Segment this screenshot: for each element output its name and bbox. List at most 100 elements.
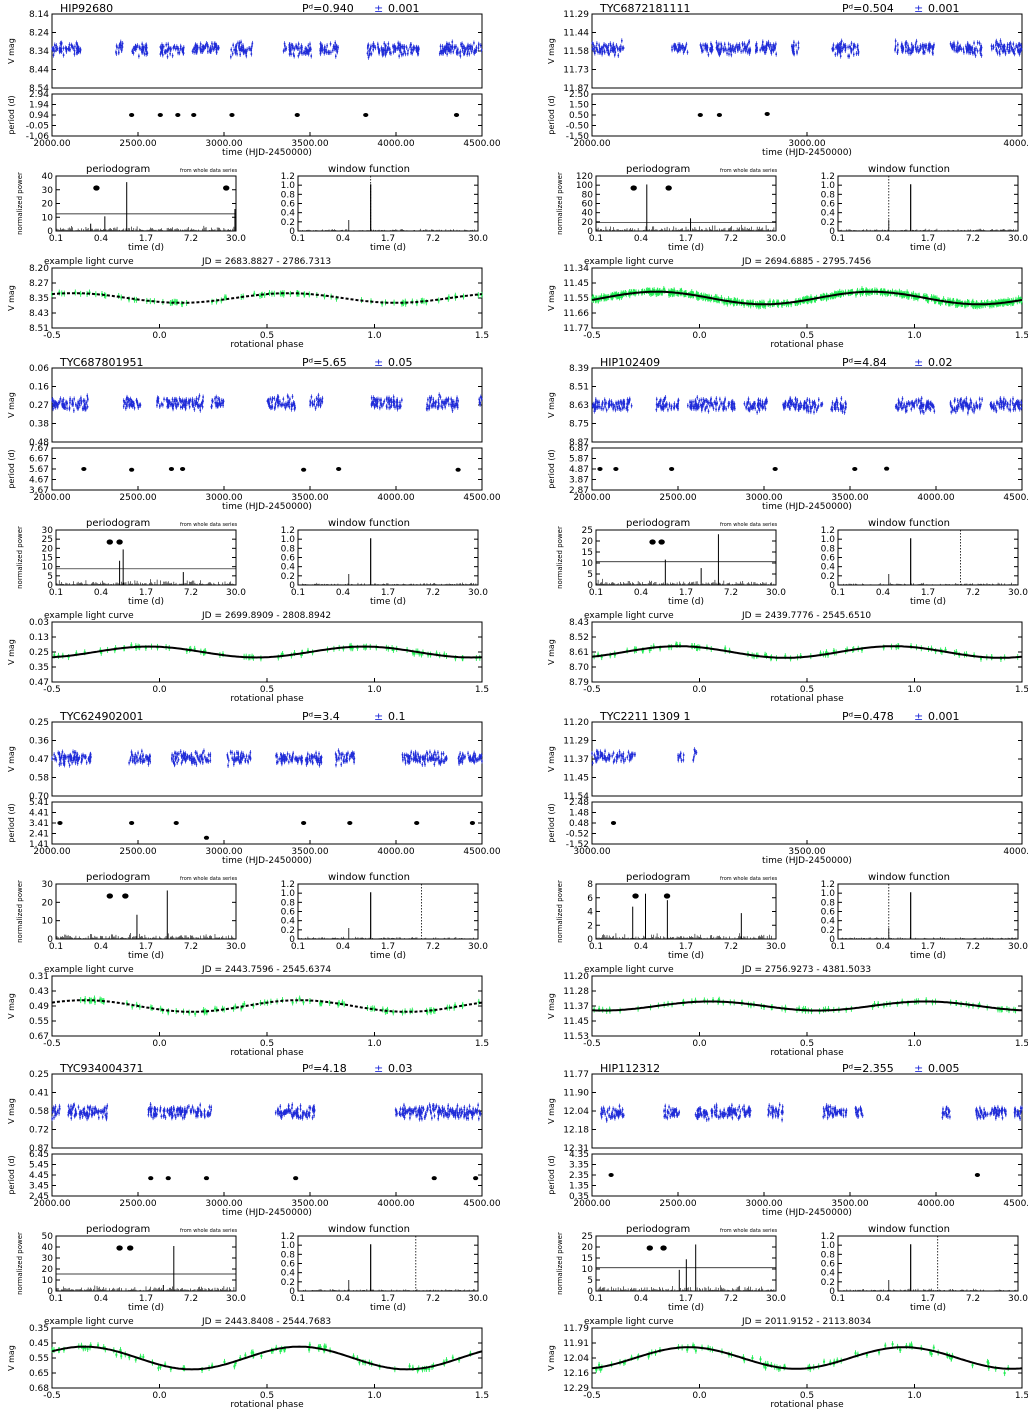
data-point xyxy=(323,48,325,51)
data-point xyxy=(160,51,162,53)
data-point xyxy=(1020,48,1023,50)
data-point xyxy=(333,47,336,50)
data-point xyxy=(704,47,706,50)
data-point xyxy=(121,42,124,45)
data-point xyxy=(242,51,245,54)
y-tick-label: 0.6 xyxy=(281,200,296,210)
data-point xyxy=(78,47,80,50)
data-point xyxy=(366,52,369,55)
phased-point xyxy=(149,300,152,303)
data-point xyxy=(118,51,120,54)
phased-point xyxy=(861,292,864,295)
data-point xyxy=(957,42,959,44)
data-point xyxy=(194,403,197,406)
data-point xyxy=(180,400,183,403)
data-point xyxy=(284,45,286,47)
data-point xyxy=(736,47,739,50)
periodogram-x-tick: 0.1 xyxy=(589,234,603,244)
data-point xyxy=(1017,43,1020,46)
data-point xyxy=(334,55,337,58)
phased-point xyxy=(736,299,739,302)
data-point xyxy=(134,45,137,48)
data-point xyxy=(976,50,979,52)
data-point xyxy=(857,51,860,53)
phased-point xyxy=(790,303,793,306)
data-point xyxy=(175,398,177,401)
data-point xyxy=(405,46,408,49)
phased-point xyxy=(768,300,771,303)
data-point xyxy=(855,52,858,55)
data-point xyxy=(56,47,59,50)
data-point xyxy=(979,52,982,55)
y-tick-label: 11.44 xyxy=(563,29,589,39)
phased-point xyxy=(673,292,676,295)
x-tick-label: 3000.00 xyxy=(205,139,242,149)
data-point xyxy=(68,43,71,46)
y-tick-label: 0.2 xyxy=(281,218,295,228)
data-point xyxy=(463,52,465,55)
data-point xyxy=(321,49,324,52)
periodogram-marker xyxy=(93,185,100,191)
data-point xyxy=(445,46,448,49)
data-point xyxy=(201,406,204,408)
data-point xyxy=(445,49,447,51)
data-point xyxy=(464,48,467,51)
data-point xyxy=(767,41,770,44)
data-point xyxy=(746,45,748,48)
data-point xyxy=(176,403,179,406)
data-point xyxy=(401,53,403,56)
data-point xyxy=(923,45,925,48)
data-point xyxy=(159,46,162,48)
data-point xyxy=(289,49,292,51)
data-point xyxy=(979,48,982,50)
data-point xyxy=(755,42,758,45)
data-point xyxy=(474,50,477,53)
phased-point xyxy=(624,291,627,294)
data-point xyxy=(411,52,414,54)
period-ylabel: period (d) xyxy=(547,95,556,134)
data-point xyxy=(126,396,128,399)
data-point xyxy=(182,404,185,406)
data-point xyxy=(762,47,765,50)
window-x-tick: 0.4 xyxy=(876,234,891,244)
data-point xyxy=(300,44,303,47)
data-point xyxy=(965,45,967,48)
data-point xyxy=(972,52,974,55)
data-point xyxy=(682,51,685,54)
data-point xyxy=(167,48,169,51)
data-point xyxy=(737,45,739,48)
data-point xyxy=(174,402,177,405)
data-point xyxy=(1009,42,1012,45)
data-point xyxy=(682,46,685,49)
data-point xyxy=(392,45,394,48)
data-point xyxy=(1006,46,1009,49)
phased-point xyxy=(303,293,306,296)
data-point xyxy=(955,49,958,51)
phased-point xyxy=(437,299,440,302)
data-point xyxy=(610,44,612,47)
window-x-tick: 7.2 xyxy=(426,234,440,244)
data-point xyxy=(176,45,178,48)
data-point xyxy=(212,48,215,51)
phased-point xyxy=(999,300,1002,303)
data-point xyxy=(178,397,181,400)
window-frame xyxy=(837,175,1019,232)
data-point xyxy=(897,43,899,46)
data-point xyxy=(1008,50,1011,53)
data-point xyxy=(132,401,134,404)
data-point xyxy=(710,43,712,45)
data-point xyxy=(319,49,321,52)
data-point xyxy=(54,401,57,404)
data-point xyxy=(444,46,447,48)
y-tick-label: 1.50 xyxy=(569,101,589,111)
data-point xyxy=(448,48,450,51)
data-point xyxy=(52,54,55,56)
data-point xyxy=(79,49,82,52)
y-tick-label: 60 xyxy=(582,200,594,210)
phased-point xyxy=(696,296,699,299)
data-point xyxy=(710,51,713,53)
data-point xyxy=(385,51,388,54)
phased-point xyxy=(614,293,617,296)
x-tick-label: 4500.00 xyxy=(463,139,500,149)
phased-point xyxy=(966,300,969,303)
